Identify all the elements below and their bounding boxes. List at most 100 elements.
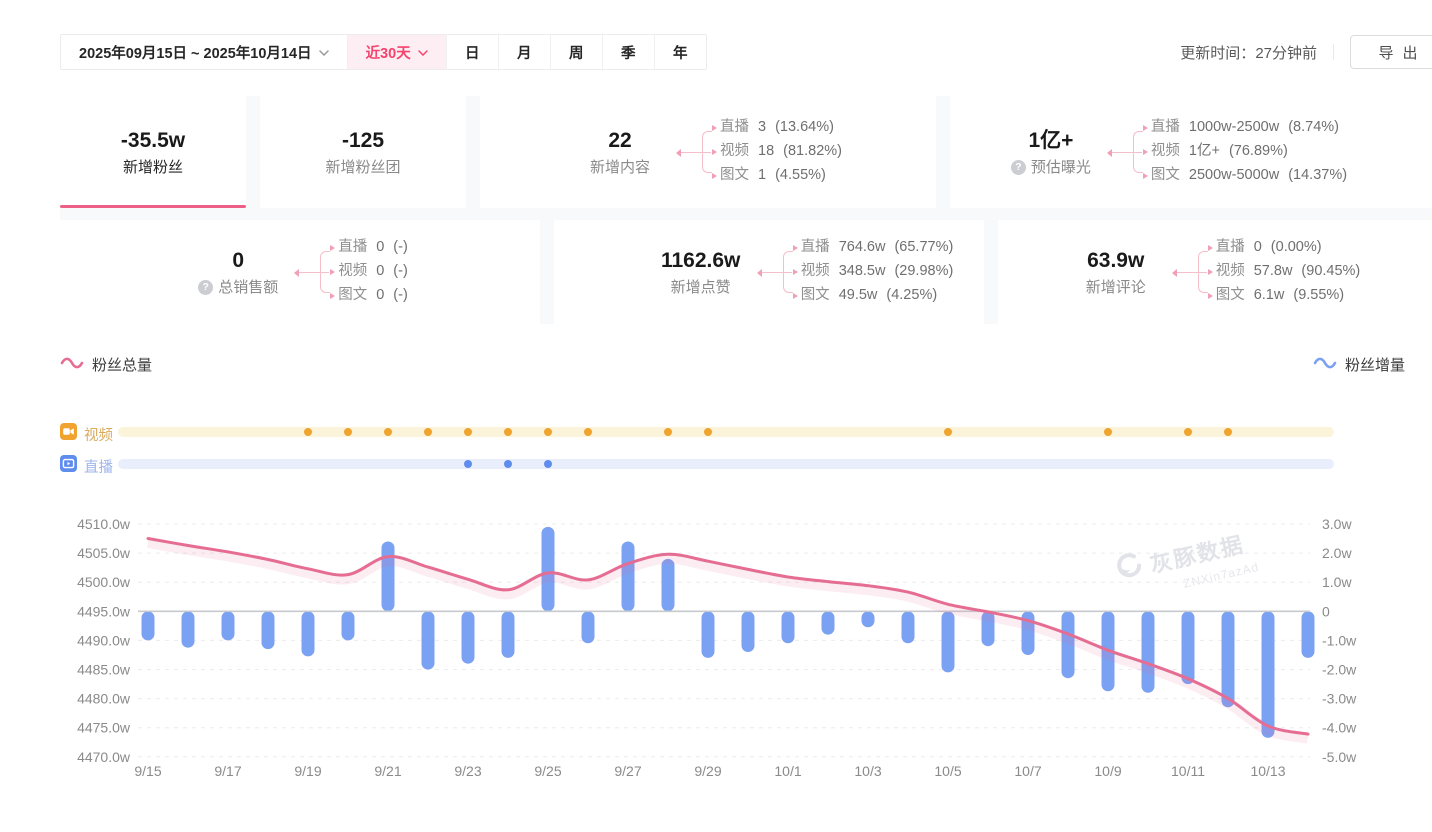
stat-card-new-fan-club[interactable]: -125 新增粉丝团	[260, 96, 466, 208]
fans-delta-bar[interactable]	[541, 526, 555, 612]
fans-total-line[interactable]	[146, 537, 1310, 736]
video-marker-dot[interactable]	[664, 428, 672, 436]
stat-label: 新增点赞	[670, 278, 731, 296]
video-marker-track[interactable]	[118, 427, 1334, 437]
video-marker-dot[interactable]	[304, 428, 312, 436]
stat-value: 1亿+	[1028, 128, 1074, 152]
fans-delta-bar[interactable]	[461, 611, 475, 664]
video-marker-dot[interactable]	[504, 428, 512, 436]
right-axis-tick: 2.0w	[1322, 545, 1352, 561]
breakdown-row-image: 图文 6.1w (9.55%)	[1216, 287, 1361, 304]
x-axis-tick: 9/29	[694, 763, 721, 779]
video-marker-dot[interactable]	[424, 428, 432, 436]
tab-month[interactable]: 月	[497, 35, 550, 69]
fans-delta-bar[interactable]	[661, 558, 675, 612]
legend-fans-delta[interactable]: 粉丝增量	[1313, 354, 1405, 375]
video-marker-dot[interactable]	[1224, 428, 1232, 436]
x-axis-tick: 9/25	[534, 763, 561, 779]
fans-delta-bar[interactable]	[861, 611, 875, 628]
fans-delta-bar[interactable]	[1061, 611, 1075, 679]
stat-card-new-comments[interactable]: 63.9w 新增评论 直播 0 (0.00%) 视频 57.8w (90.45%) 图文…	[998, 220, 1432, 324]
video-marker-dot[interactable]	[1104, 428, 1112, 436]
fans-delta-bar[interactable]	[301, 611, 315, 657]
date-range-text: 2025年09月15日 ~ 2025年10月14日	[79, 45, 312, 62]
tree-connector	[294, 268, 321, 277]
breakdown-row-live: 直播 764.6w (65.77%)	[800, 239, 954, 256]
tree-connector	[1106, 148, 1133, 157]
fans-delta-bar[interactable]	[981, 611, 995, 647]
fans-delta-bar[interactable]	[901, 611, 915, 644]
tab-week[interactable]: 周	[549, 35, 602, 69]
x-axis-tick: 10/7	[1014, 763, 1041, 779]
video-marker-dot[interactable]	[464, 428, 472, 436]
fans-delta-bar[interactable]	[821, 611, 835, 635]
legend-fans-total[interactable]: 粉丝总量	[60, 354, 152, 375]
video-marker-dot[interactable]	[1184, 428, 1192, 436]
fans-delta-bar[interactable]	[341, 611, 355, 641]
fans-delta-bar[interactable]	[941, 611, 955, 673]
live-marker-dot[interactable]	[464, 460, 472, 468]
fans-delta-bar[interactable]	[581, 611, 595, 644]
tab-quarter[interactable]: 季	[601, 35, 654, 69]
video-marker-dot[interactable]	[384, 428, 392, 436]
watermark-logo-icon	[1111, 548, 1148, 590]
fans-delta-bar[interactable]	[141, 611, 155, 641]
fans-delta-bar[interactable]	[181, 611, 195, 648]
quick-range-dropdown[interactable]: 近30天	[346, 35, 446, 69]
video-marker-dot[interactable]	[584, 428, 592, 436]
right-axis-tick: 3.0w	[1322, 516, 1352, 532]
fans-delta-bar[interactable]	[261, 611, 275, 650]
breakdown-row-live: 直播 0 (-)	[338, 239, 408, 256]
video-marker-dot[interactable]	[344, 428, 352, 436]
fans-trend-chart[interactable]: 4510.0w 4505.0w 4500.0w 4495.0w 4490.0w 4485.…	[60, 498, 1432, 798]
stat-card-new-fans[interactable]: -35.5w 新增粉丝	[60, 96, 246, 208]
stats-panel: -35.5w 新增粉丝 -125 新增粉丝团 22 新增内容 直播 3 (13.	[60, 96, 1432, 324]
stat-card-total-sales[interactable]: 0 ? 总销售额 直播 0 (-) 视频 0 (-) 图文 0 (-)	[60, 220, 540, 324]
video-icon	[60, 423, 77, 445]
video-marker-dot[interactable]	[704, 428, 712, 436]
fans-delta-bar[interactable]	[421, 611, 435, 670]
video-marker-dot[interactable]	[544, 428, 552, 436]
video-marker-dot[interactable]	[944, 428, 952, 436]
stat-card-new-likes[interactable]: 1162.6w 新增点赞 直播 764.6w (65.77%) 视频 348.5w (2…	[554, 220, 984, 324]
breakdown-tree: 直播 3 (13.64%) 视频 18 (81.82%) 图文 1 (4.55%)	[676, 119, 842, 184]
live-marker-track[interactable]	[118, 459, 1334, 469]
x-axis-tick: 10/13	[1250, 763, 1285, 779]
left-axis-tick: 4505.0w	[77, 545, 131, 561]
fans-delta-bar[interactable]	[1141, 611, 1155, 693]
x-axis-tick: 10/1	[774, 763, 801, 779]
right-axis-tick: -4.0w	[1322, 720, 1357, 736]
fans-delta-bar[interactable]	[741, 611, 755, 652]
fans-delta-bar[interactable]	[381, 541, 395, 612]
tree-connector	[1171, 268, 1198, 277]
fans-delta-bar[interactable]	[1181, 611, 1195, 685]
fans-delta-bar[interactable]	[1261, 611, 1275, 738]
breakdown-tree: 直播 0 (-) 视频 0 (-) 图文 0 (-)	[294, 239, 408, 304]
live-marker-dot[interactable]	[544, 460, 552, 468]
wave-icon-pink	[60, 356, 84, 373]
tab-year[interactable]: 年	[653, 35, 706, 69]
date-range-picker[interactable]: 2025年09月15日 ~ 2025年10月14日	[61, 35, 347, 69]
export-button[interactable]: 导出	[1350, 35, 1432, 69]
help-icon[interactable]: ?	[1010, 159, 1026, 175]
live-marker-dot[interactable]	[504, 460, 512, 468]
left-axis-tick: 4485.0w	[77, 662, 131, 678]
stat-card-new-content[interactable]: 22 新增内容 直播 3 (13.64%) 视频 18 (81.82%) 图文 1 (4.5…	[480, 96, 936, 208]
left-axis-tick: 4500.0w	[77, 574, 131, 590]
fans-delta-bar[interactable]	[501, 611, 515, 658]
fans-delta-bar[interactable]	[221, 611, 235, 641]
help-icon[interactable]: ?	[198, 279, 214, 295]
fans-delta-bar[interactable]	[1301, 611, 1315, 658]
tab-day[interactable]: 日	[445, 35, 498, 69]
stat-card-estimated-exposure[interactable]: 1亿+ ? 预估曝光 直播 1000w-2500w (8.74%) 视频 1亿+ (76.…	[950, 96, 1432, 208]
stat-value: -125	[341, 128, 385, 152]
toolbar-right: 更新时间：27分钟前 导出	[1180, 34, 1432, 70]
video-timeline-row: 视频	[60, 423, 1334, 444]
fans-delta-bar[interactable]	[621, 541, 635, 612]
fans-delta-bar[interactable]	[781, 611, 795, 644]
stat-value: -35.5w	[120, 128, 186, 152]
fans-delta-bar[interactable]	[1221, 611, 1235, 708]
fans-delta-bar[interactable]	[701, 611, 715, 658]
stat-label: ? 预估曝光	[1010, 159, 1091, 175]
